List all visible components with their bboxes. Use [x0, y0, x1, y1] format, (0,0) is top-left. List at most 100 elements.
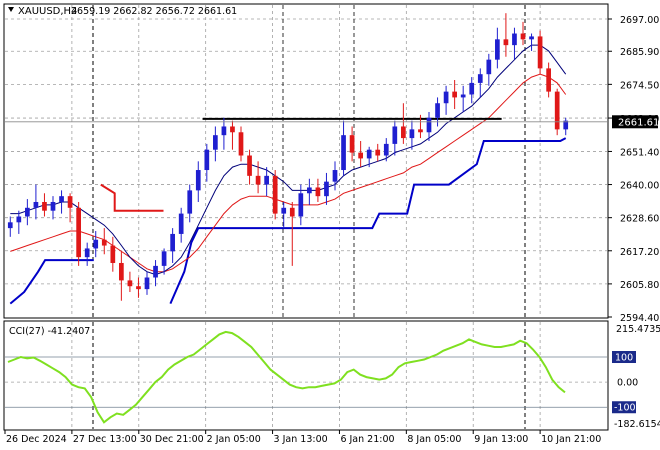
bull-candle	[332, 170, 338, 182]
price-panel-frame	[3, 3, 609, 319]
bear-candle	[67, 196, 73, 208]
chart-marks	[5, 13, 607, 424]
time-tick-label: 8 Jan 05:00	[407, 434, 461, 445]
price-tick-label: 2697.00	[620, 15, 659, 26]
bull-candle	[307, 187, 312, 194]
time-tick-label: 2 Jan 05:00	[207, 434, 261, 445]
time-tick-label: 30 Dec 21:00	[140, 434, 204, 445]
cci-panel-frame	[3, 320, 609, 431]
cci-top-tag	[612, 323, 658, 335]
time-tick-label: 6 Jan 21:00	[340, 434, 394, 445]
bull-candle	[298, 193, 304, 217]
bear-candle	[136, 286, 141, 290]
bull-candle	[383, 143, 389, 156]
bear-candle	[127, 280, 133, 287]
ohlc-label: 2659.19 2662.82 2656.72 2661.61	[71, 6, 237, 17]
bear-candle	[452, 91, 457, 98]
bear-candle	[375, 149, 381, 156]
bull-candle	[93, 239, 99, 249]
trailing-stop-line	[100, 183, 164, 212]
bull-candle	[221, 126, 227, 136]
cci-level-minus100-tag	[612, 401, 636, 414]
bear-candle	[76, 207, 81, 258]
bull-candle	[59, 196, 64, 202]
bull-candle	[187, 190, 193, 214]
fast-moving-average	[10, 44, 567, 276]
time-tick-label: 3 Jan 13:00	[274, 434, 328, 445]
price-tick-label: 2651.40	[620, 147, 659, 158]
bull-candle	[324, 181, 329, 197]
price-tick-label: 2640.00	[620, 181, 659, 192]
symbol-label: XAUUSD,H4	[18, 6, 77, 17]
bear-candle	[401, 126, 406, 139]
cci-level-100: 100	[615, 353, 633, 364]
cci-line	[7, 330, 566, 424]
time-axis: 26 Dec 2024 27 Dec 13:00 30 Dec 21:00 2 Jan…	[4, 430, 601, 445]
bull-candle	[281, 207, 287, 214]
bull-candle	[341, 135, 346, 171]
price-tick-label: 2685.90	[620, 47, 659, 58]
bull-candle	[33, 201, 39, 208]
cci-top-value: 215.4735	[616, 324, 660, 335]
slow-moving-average	[10, 73, 567, 273]
bull-candle	[25, 207, 30, 217]
current-price-value: 2661.61	[618, 117, 659, 128]
cci-level-100-tag	[612, 351, 636, 364]
price-tick-label: 2628.60	[620, 214, 659, 225]
current-price-tag	[612, 115, 658, 129]
bear-candle	[554, 91, 560, 130]
bear-candle	[255, 175, 261, 185]
bear-candle	[418, 129, 423, 133]
bear-candle	[238, 132, 244, 156]
bull-candle	[409, 129, 415, 139]
bear-candle	[247, 155, 252, 176]
cci-level-minus100: -100	[614, 403, 636, 414]
bear-candle	[520, 33, 526, 40]
cci-levels	[5, 356, 607, 408]
bear-candle	[349, 135, 355, 153]
bull-candle	[529, 36, 534, 40]
bull-candle	[469, 82, 475, 95]
bull-candle	[264, 175, 269, 185]
bear-candle	[358, 152, 363, 159]
bull-candle	[460, 94, 466, 98]
bear-candle	[537, 36, 543, 69]
bull-candle	[153, 265, 158, 278]
bull-candle	[7, 222, 13, 229]
bull-candle	[563, 120, 569, 130]
cci-bottom-value: -182.6154	[614, 419, 660, 430]
bull-candle	[512, 33, 517, 46]
bull-candle	[16, 216, 22, 223]
bear-candle	[101, 239, 107, 246]
bull-candle	[443, 91, 449, 104]
bull-candle	[161, 251, 167, 266]
bear-candle	[546, 68, 551, 92]
bear-candle	[119, 262, 124, 281]
time-tick-label: 10 Jan 21:00	[541, 434, 601, 445]
collapse-triangle-icon[interactable]	[8, 7, 14, 12]
bear-candle	[110, 245, 116, 263]
time-tick-label: 27 Dec 13:00	[73, 434, 137, 445]
bull-candle	[366, 149, 372, 159]
price-axis: 2697.002685.902674.502662.902651.402640.…	[608, 15, 659, 324]
bull-candle	[213, 135, 218, 150]
price-tick-label: 2594.40	[620, 313, 659, 324]
bear-candle	[315, 187, 321, 197]
bear-candle	[289, 207, 295, 217]
bull-candle	[195, 170, 201, 191]
bear-candle	[272, 175, 278, 214]
bull-candle	[392, 126, 398, 144]
time-tick-label: 26 Dec 2024	[6, 434, 67, 445]
bull-candle	[144, 277, 150, 290]
bull-candle	[477, 74, 483, 83]
bull-candle	[204, 149, 210, 171]
bear-candle	[503, 39, 509, 46]
bull-candle	[178, 213, 184, 234]
bull-candle	[486, 59, 492, 75]
bull-candle	[84, 248, 90, 258]
price-tick-label: 2674.50	[620, 80, 659, 91]
trailing-stop-line	[169, 137, 567, 304]
bull-candle	[426, 117, 432, 133]
bull-candle	[170, 233, 175, 252]
